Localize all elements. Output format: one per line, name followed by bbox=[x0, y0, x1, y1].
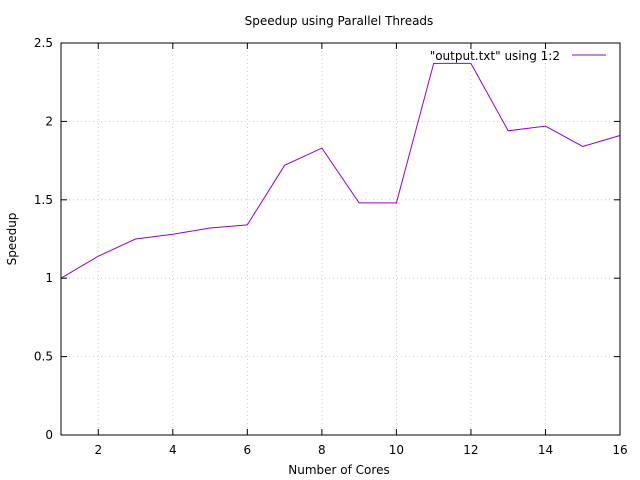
x-tick-label: 4 bbox=[169, 443, 177, 457]
x-axis-label: Number of Cores bbox=[288, 463, 389, 477]
x-tick-label: 16 bbox=[612, 443, 627, 457]
x-tick-label: 12 bbox=[463, 443, 478, 457]
x-tick-label: 2 bbox=[94, 443, 102, 457]
plot-border bbox=[60, 42, 621, 436]
y-axis-label: Speedup bbox=[5, 213, 19, 266]
y-tick-label: 0.5 bbox=[34, 350, 53, 364]
y-tick-label: 1.5 bbox=[34, 193, 53, 207]
y-tick-label: 2 bbox=[45, 114, 53, 128]
x-tick-label: 10 bbox=[389, 443, 404, 457]
x-tick-label: 6 bbox=[244, 443, 252, 457]
x-tick-label: 8 bbox=[318, 443, 326, 457]
legend-label: "output.txt" using 1:2 bbox=[430, 49, 560, 63]
axis-ticks: 0 0.5 1 1.5 2 2.5 2 4 6 8 10 12 14 16 bbox=[34, 36, 628, 457]
series-line bbox=[60, 62, 621, 279]
series-group bbox=[60, 62, 621, 279]
grid bbox=[61, 43, 620, 435]
y-tick-label: 0 bbox=[45, 428, 53, 442]
chart-title: Speedup using Parallel Threads bbox=[245, 14, 434, 28]
y-tick-label: 1 bbox=[45, 271, 53, 285]
legend: "output.txt" using 1:2 bbox=[430, 49, 606, 63]
x-tick-label: 14 bbox=[538, 443, 553, 457]
y-tick-label: 2.5 bbox=[34, 36, 53, 50]
